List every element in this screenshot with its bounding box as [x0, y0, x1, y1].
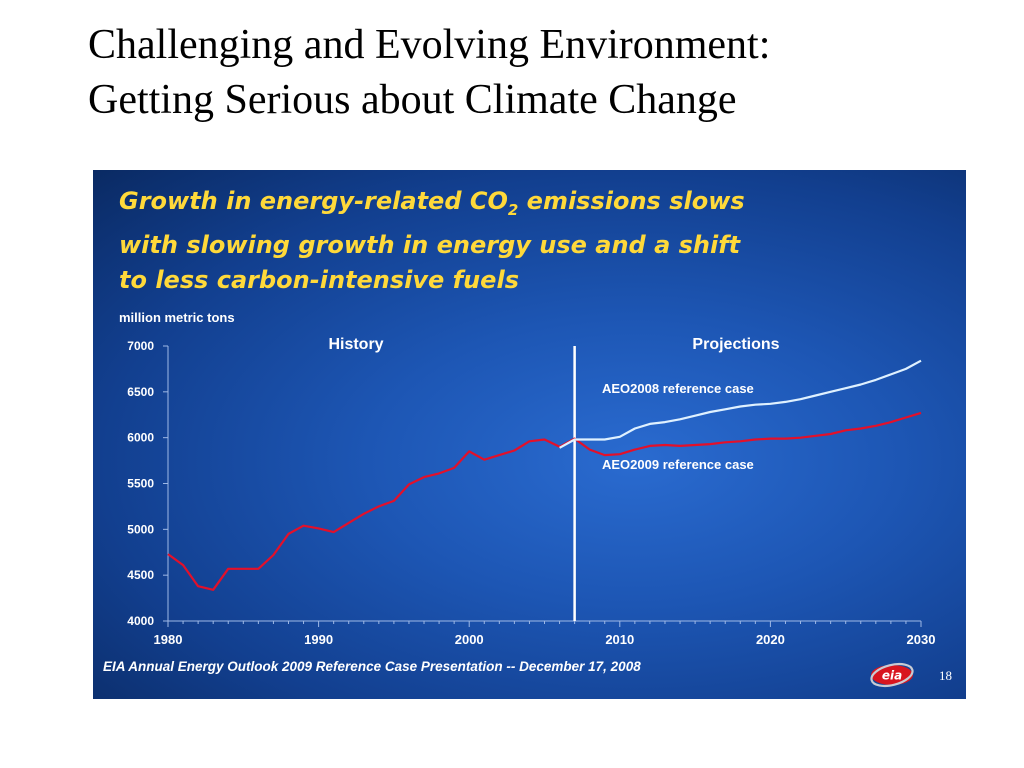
series-label-aeo2009: AEO2009 reference case — [602, 457, 754, 472]
y-tick-label: 6500 — [127, 385, 154, 399]
headline-line1-post: emissions slows — [518, 187, 745, 215]
headline-line1-pre: Growth in energy-related CO — [119, 187, 508, 215]
slide-title-line2: Getting Serious about Climate Change — [88, 77, 737, 123]
series-line-aeo2009 — [167, 411, 922, 591]
headline-line2: with slowing growth in energy use and a … — [119, 230, 741, 259]
y-axis-label: million metric tons — [119, 310, 235, 325]
chart-svg: million metric tons 7000 6500 6000 5500 5000… — [119, 310, 935, 647]
x-tick-label: 2010 — [605, 632, 634, 647]
x-tick-label: 2000 — [455, 632, 484, 647]
headline-line1: Growth in energy-related CO2 emissions s… — [119, 184, 959, 228]
region-label-projections: Projections — [692, 336, 779, 353]
plot-area: History Projections AEO2008 reference case… — [167, 336, 922, 621]
headline-line3: to less carbon-intensive fuels — [119, 265, 519, 294]
y-tick-label: 4000 — [127, 614, 154, 628]
y-tick-label: 7000 — [127, 339, 154, 353]
series-line-aeo2008 — [559, 359, 922, 449]
slide-title: Challenging and Evolving Environment: Ge… — [88, 18, 988, 128]
chart-panel: Growth in energy-related CO2 emissions s… — [93, 170, 966, 699]
y-tick-label: 4500 — [127, 568, 154, 582]
logo-text: eia — [882, 669, 902, 683]
chart-headline: Growth in energy-related CO2 emissions s… — [119, 184, 959, 298]
x-tick-label: 2020 — [756, 632, 785, 647]
y-tick-label: 5500 — [127, 477, 154, 491]
headline-subscript: 2 — [507, 200, 519, 219]
y-tick-label: 5000 — [127, 522, 154, 536]
y-tick-label: 6000 — [127, 431, 154, 445]
series-label-aeo2008: AEO2008 reference case — [602, 381, 754, 396]
slide-title-line1: Challenging and Evolving Environment: — [88, 22, 771, 68]
x-tick-label: 2030 — [907, 632, 936, 647]
page-number: 18 — [939, 668, 952, 683]
eia-logo: eia — [870, 662, 914, 688]
footer-citation: EIA Annual Energy Outlook 2009 Reference… — [103, 659, 641, 674]
region-label-history: History — [328, 336, 383, 353]
x-tick-label: 1990 — [304, 632, 333, 647]
x-tick-label: 1980 — [154, 632, 183, 647]
